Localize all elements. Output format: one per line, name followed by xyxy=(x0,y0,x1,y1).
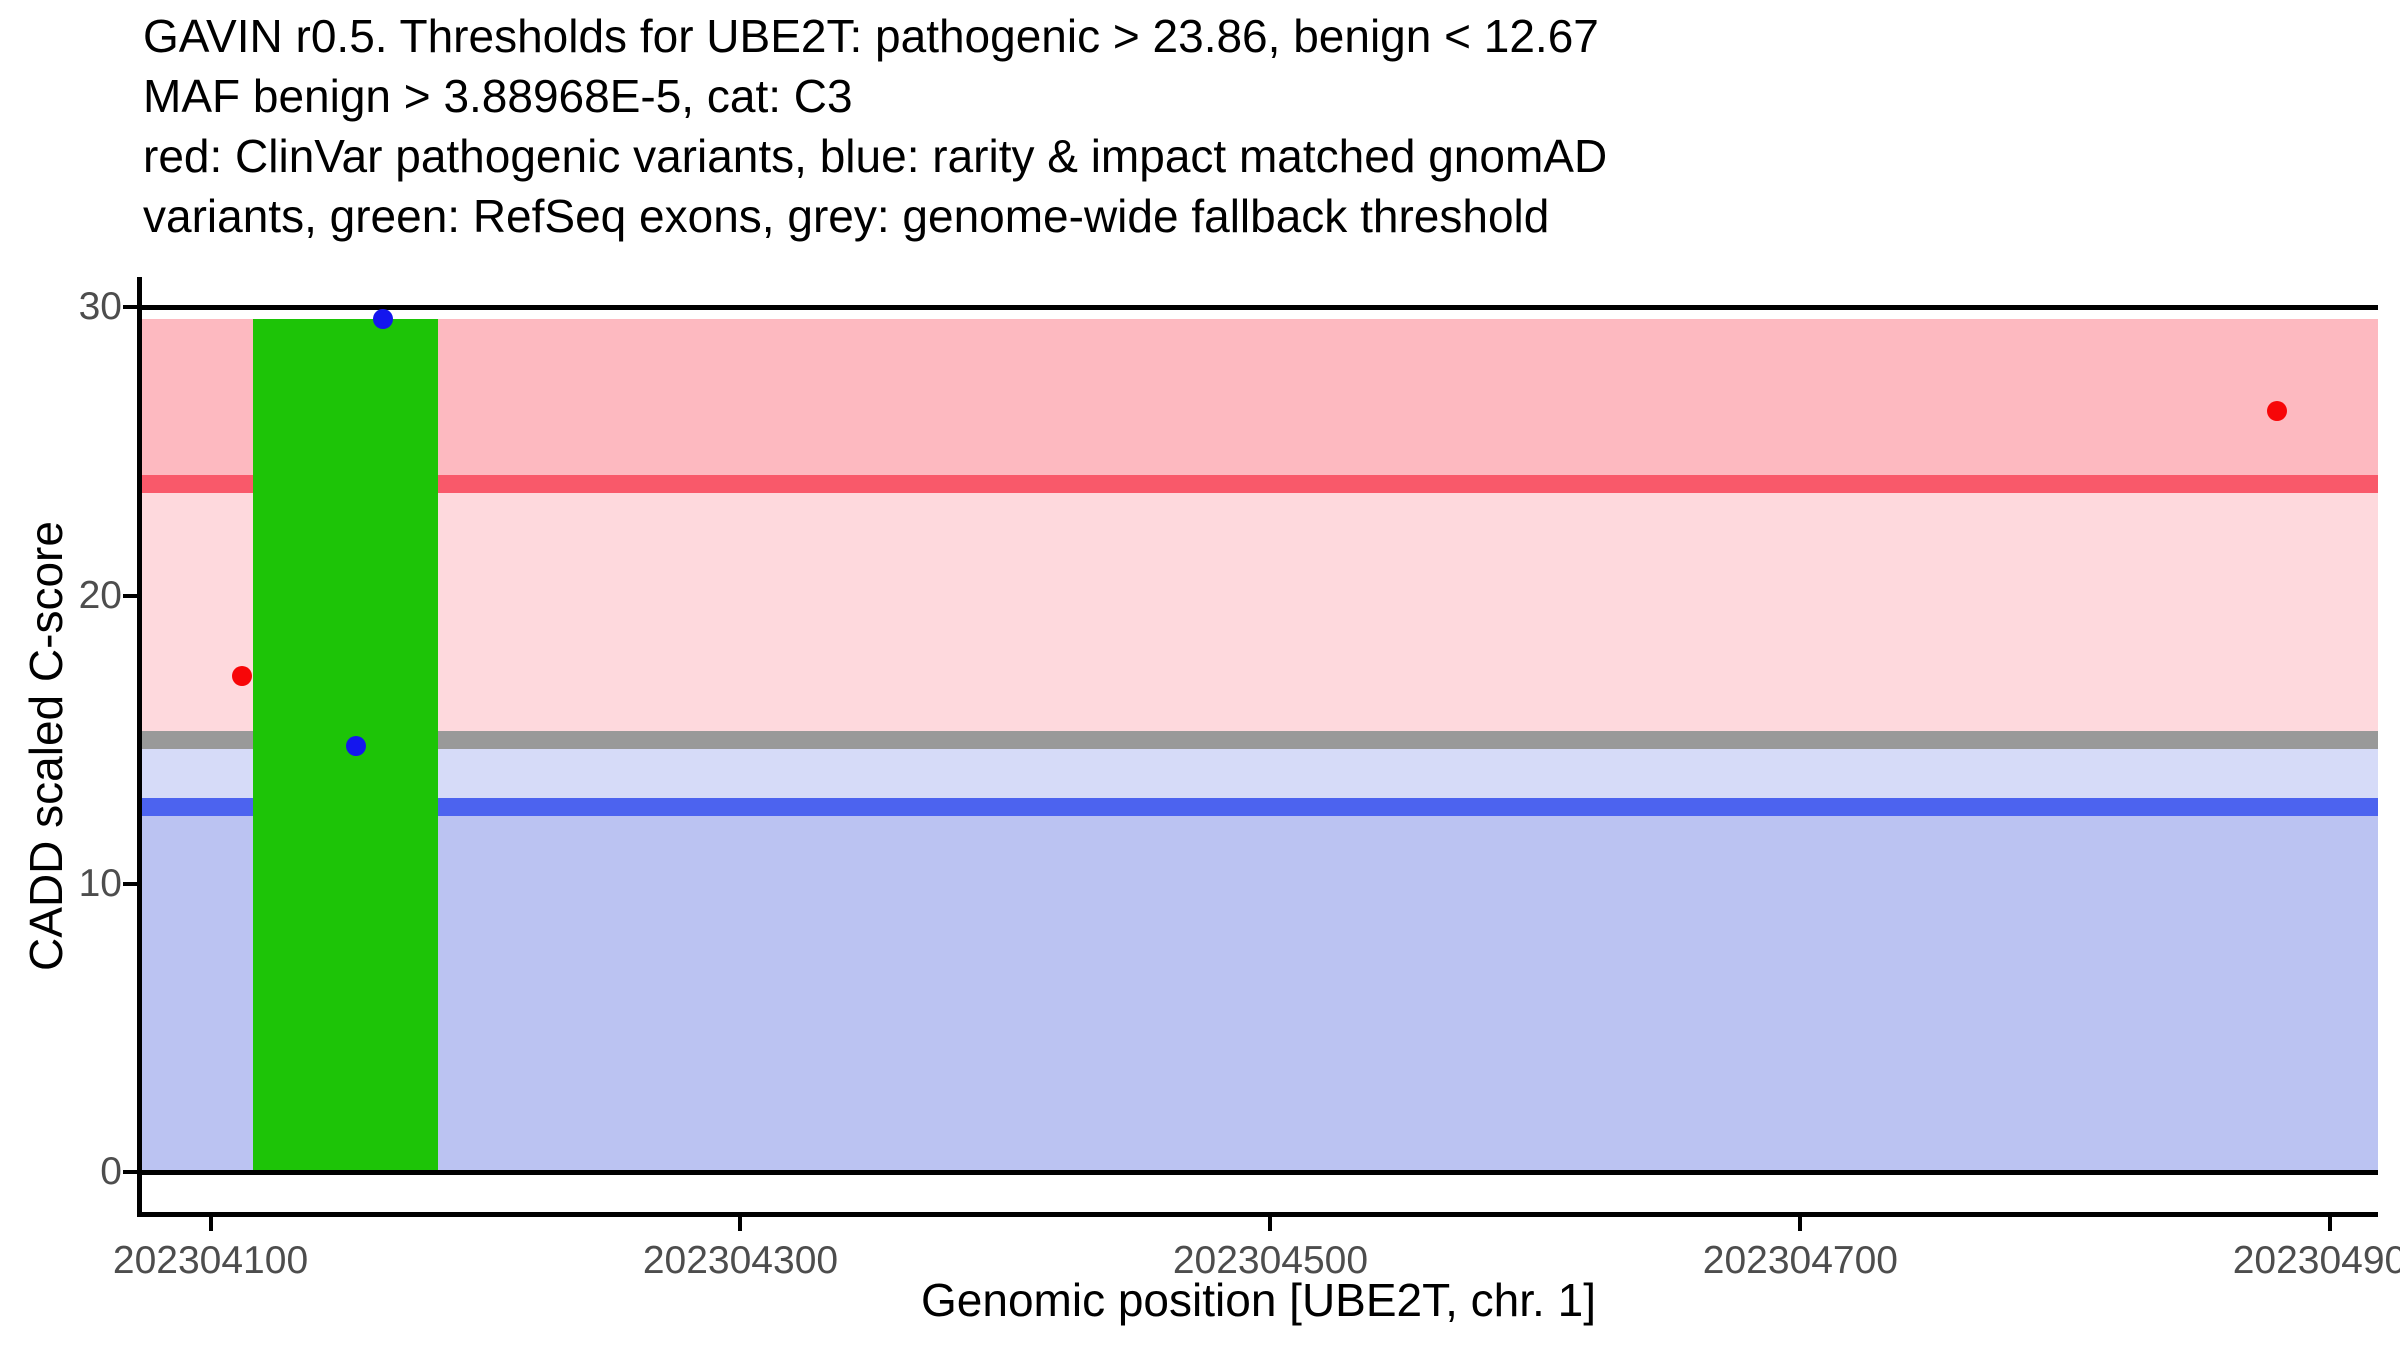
chart-title: GAVIN r0.5. Thresholds for UBE2T: pathog… xyxy=(143,6,1607,246)
pathogenic-threshold-line xyxy=(141,475,2378,494)
y-axis-line xyxy=(137,277,142,1217)
x-axis-tick xyxy=(1798,1217,1803,1231)
x-axis-tick-label: 202304300 xyxy=(642,1239,839,1282)
x-axis-tick xyxy=(738,1217,743,1231)
chart-title-line-3: red: ClinVar pathogenic variants, blue: … xyxy=(143,130,1608,182)
data-point-blue xyxy=(346,735,367,756)
y-axis-tick-label: 0 xyxy=(100,1150,122,1194)
x-axis-tick xyxy=(208,1217,213,1231)
region-pathogenic-zone xyxy=(141,318,2378,485)
bottom-rule xyxy=(139,1169,2378,1175)
refseq-exon xyxy=(252,318,439,1173)
y-axis-tick-label: 30 xyxy=(78,285,122,329)
chart-title-line-4: variants, green: RefSeq exons, grey: gen… xyxy=(143,190,1550,242)
x-axis-tick xyxy=(1268,1217,1273,1231)
y-axis-tick xyxy=(123,882,137,887)
benign-threshold-line xyxy=(141,798,2378,817)
region-uncertain-lower-zone xyxy=(141,739,2378,808)
y-axis-tick-label: 10 xyxy=(78,862,122,906)
x-axis-tick-label: 202304700 xyxy=(1702,1239,1898,1282)
y-axis-tick xyxy=(123,305,137,310)
x-axis-tick xyxy=(2328,1217,2333,1231)
x-axis-title: Genomic position [UBE2T, chr. 1] xyxy=(921,1274,1596,1326)
x-axis-line xyxy=(137,1212,2378,1217)
y-axis-tick xyxy=(123,593,137,598)
chart-title-line-1: GAVIN r0.5. Thresholds for UBE2T: pathog… xyxy=(143,10,1599,62)
x-axis-tick-label: 202304500 xyxy=(1172,1239,1369,1282)
data-point-blue xyxy=(372,308,393,329)
region-benign-zone xyxy=(141,807,2378,1173)
x-axis-tick-label: 202304100 xyxy=(112,1239,309,1282)
y-axis-tick-label: 20 xyxy=(78,573,122,617)
chart-title-line-2: MAF benign > 3.88968E-5, cat: C3 xyxy=(143,70,853,122)
region-uncertain-upper-zone xyxy=(141,484,2378,740)
genome-wide-fallback-line xyxy=(141,730,2378,749)
data-point-red xyxy=(2267,401,2288,422)
data-point-red xyxy=(232,666,253,687)
top-rule xyxy=(139,304,2378,310)
y-axis-tick xyxy=(123,1170,137,1175)
y-axis-title: CADD scaled C-score xyxy=(20,521,72,971)
